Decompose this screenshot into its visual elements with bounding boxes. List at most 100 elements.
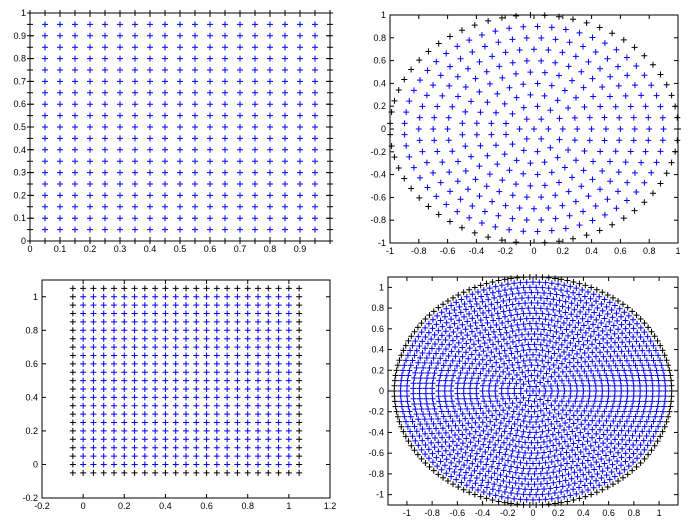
point (554, 318, 561, 325)
point (565, 104, 572, 111)
point (665, 362, 672, 369)
point (466, 410, 473, 417)
point (561, 348, 568, 355)
point (424, 340, 431, 347)
point (591, 377, 598, 384)
point (404, 423, 411, 430)
point (626, 454, 633, 461)
point (121, 436, 128, 443)
point (509, 400, 516, 407)
point (578, 421, 585, 428)
y-tick-label: 0.6 (13, 99, 26, 109)
point (193, 411, 200, 418)
point (619, 362, 626, 369)
point (534, 439, 541, 446)
point (483, 280, 490, 287)
point (526, 383, 533, 390)
point (514, 285, 521, 292)
point (393, 408, 400, 415)
point (454, 73, 461, 80)
point (459, 131, 466, 138)
point (446, 218, 453, 225)
point (589, 349, 596, 356)
point (539, 321, 546, 328)
point (534, 299, 541, 306)
point (577, 478, 584, 485)
point (285, 285, 292, 292)
point (622, 441, 629, 448)
point (666, 408, 673, 415)
point (493, 359, 500, 366)
point (637, 357, 644, 364)
point (580, 167, 587, 174)
point (527, 91, 534, 98)
point (514, 427, 521, 434)
point (147, 21, 153, 28)
point (490, 341, 497, 348)
point (244, 335, 251, 342)
x-tick-label: 0.1 (54, 244, 67, 254)
point (312, 192, 318, 199)
point (604, 464, 611, 471)
point (461, 300, 468, 307)
point (411, 423, 418, 430)
point (662, 393, 669, 400)
point (596, 463, 603, 470)
point (117, 169, 123, 176)
point (255, 453, 261, 460)
point (234, 377, 241, 384)
point (650, 357, 657, 364)
point (499, 395, 506, 402)
point (523, 57, 530, 64)
point (285, 352, 292, 359)
point (559, 292, 566, 299)
point (604, 339, 611, 346)
point (449, 418, 456, 425)
point (80, 293, 87, 300)
point (492, 368, 499, 375)
point (473, 301, 480, 308)
point (87, 10, 93, 16)
point (459, 410, 466, 417)
point (601, 296, 608, 303)
point (618, 427, 625, 434)
point (541, 383, 548, 390)
point (564, 498, 571, 505)
point (222, 124, 228, 130)
point (574, 444, 581, 451)
point (422, 385, 429, 392)
point (447, 63, 454, 70)
point (57, 32, 63, 39)
point (203, 327, 210, 334)
point (654, 372, 661, 379)
point (599, 83, 606, 90)
point (102, 55, 108, 62)
point (172, 386, 179, 392)
point (69, 444, 76, 451)
point (80, 419, 87, 426)
y-tick-label: 0.2 (13, 190, 26, 200)
point (486, 439, 493, 446)
point (582, 446, 589, 453)
point (523, 279, 530, 286)
point (608, 440, 615, 447)
y-tick-label: -0.6 (368, 448, 384, 458)
point (639, 347, 646, 354)
point (152, 386, 159, 392)
point (398, 377, 405, 384)
point (533, 320, 540, 327)
point (539, 274, 546, 281)
point (513, 395, 520, 402)
point (282, 158, 288, 165)
point (606, 93, 613, 100)
point (486, 393, 493, 400)
point (490, 328, 497, 335)
point (455, 291, 462, 298)
point (435, 40, 442, 47)
point (645, 137, 652, 144)
point (435, 388, 442, 394)
point (576, 403, 583, 410)
point (496, 425, 503, 432)
point (213, 327, 220, 334)
point (520, 170, 527, 177)
